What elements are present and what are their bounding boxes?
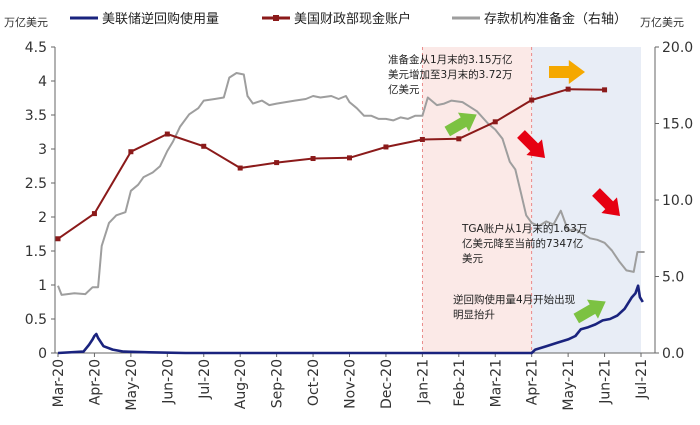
- tga-point: [274, 160, 280, 166]
- x-tick-label: Jul-21: [634, 359, 650, 400]
- shaded-region-1: [422, 47, 532, 353]
- orange-arrow-right-icon: [549, 60, 585, 84]
- tga-point: [419, 136, 425, 142]
- left-tick-label: 0.5: [25, 312, 47, 328]
- green-arrow-up-icon-2: [573, 299, 606, 324]
- right-tick-label: 0.0: [662, 346, 684, 362]
- tga-point: [456, 136, 462, 142]
- tick-labels: 0 0.5 1 1.5 2 2.5 3 3.5 4 4.5 0.0 5.0 10.0 15.0 20.0 Ma…: [4, 16, 693, 411]
- tga-point: [602, 87, 608, 93]
- left-tick-label: 0: [38, 346, 47, 362]
- tga-point: [55, 236, 61, 242]
- x-tick-label: Mar-20: [51, 359, 67, 407]
- left-tick-label: 3: [38, 142, 47, 158]
- annotation-1-line-1: 准备金从1月末的3.15万亿: [388, 53, 513, 66]
- legend-label-rrp: 美联储逆回购使用量: [102, 11, 219, 27]
- legend-label-reserves: 存款机构准备金（右轴）: [484, 11, 627, 27]
- tga-point: [310, 156, 316, 162]
- right-tick-label: 10.0: [662, 193, 693, 209]
- tga-point: [237, 165, 243, 171]
- annotation-1-line-3: 亿美元: [388, 83, 420, 96]
- left-tick-label: 1.5: [25, 244, 47, 260]
- annotation-3-line-2: 明显抬升: [453, 308, 495, 321]
- tga-point: [128, 149, 134, 155]
- left-axis-unit: 万亿美元: [4, 16, 48, 29]
- annotation-3-line-1: 逆回购使用量4月开始出现: [453, 293, 576, 306]
- tga-point: [201, 143, 207, 149]
- tga-point: [529, 97, 535, 103]
- red-arrow-down-icon: [517, 130, 546, 159]
- annotation-1-line-2: 美元增加至3月末的3.72万: [388, 68, 513, 81]
- red-arrow-down-icon-2: [592, 188, 621, 217]
- tga-point: [91, 211, 97, 217]
- tga-point: [492, 119, 498, 125]
- x-tick-label: Aug-20: [233, 359, 249, 409]
- right-tick-label: 15.0: [662, 117, 693, 133]
- left-tick-label: 2: [38, 210, 47, 226]
- right-axis-unit: 万亿美元: [640, 16, 684, 29]
- series-line-reserves: [57, 72, 645, 296]
- shaded-regions: [421, 47, 641, 353]
- x-tick-label: Feb-21: [452, 359, 468, 407]
- series-lines: [55, 72, 645, 355]
- x-tick-label: Sep-20: [270, 359, 286, 408]
- shaded-region-2: [531, 47, 641, 353]
- x-tick-label: Oct-20: [306, 359, 322, 406]
- legend-label-tga: 美国财政部现金账户: [294, 11, 411, 27]
- left-tick-label: 2.5: [25, 176, 47, 192]
- x-tick-label: Apr-20: [87, 359, 103, 405]
- x-tick-label: May-21: [561, 359, 577, 411]
- x-tick-label: May-20: [124, 359, 140, 411]
- tga-point: [383, 144, 389, 150]
- tga-point: [565, 86, 571, 92]
- series-line-rrp: [57, 284, 644, 355]
- left-tick-label: 3.5: [25, 108, 47, 124]
- left-tick-label: 4: [38, 74, 47, 90]
- x-tick-label: Jun-20: [160, 359, 176, 405]
- x-tick-label: Jun-21: [598, 359, 614, 405]
- green-arrow-up-icon: [444, 112, 477, 137]
- x-tick-label: Jan-21: [415, 359, 431, 404]
- right-tick-label: 20.0: [662, 40, 693, 56]
- tga-point: [347, 155, 352, 161]
- x-tick-label: Nov-20: [343, 359, 359, 409]
- annotation-2-line-1: TGA账户从1月末的1.63万: [461, 222, 587, 235]
- right-tick-label: 5.0: [662, 270, 684, 286]
- legend-marker-tga: [273, 15, 279, 21]
- left-tick-label: 1: [38, 278, 47, 294]
- series-line-tga: [57, 88, 605, 240]
- tga-point: [164, 131, 170, 137]
- x-tick-label: Apr-21: [525, 359, 541, 405]
- x-tick-label: Mar-21: [488, 359, 504, 407]
- arrows: [444, 60, 621, 324]
- legend: 美联储逆回购使用量 美国财政部现金账户 存款机构准备金（右轴）: [70, 11, 627, 27]
- x-tick-label: Jul-20: [197, 359, 213, 400]
- x-tick-label: Dec-20: [379, 359, 395, 409]
- annotation-2-line-3: 美元: [462, 252, 483, 265]
- annotation-2-line-2: 亿美元降至当前的7347亿: [462, 237, 583, 250]
- left-tick-label: 4.5: [25, 40, 47, 56]
